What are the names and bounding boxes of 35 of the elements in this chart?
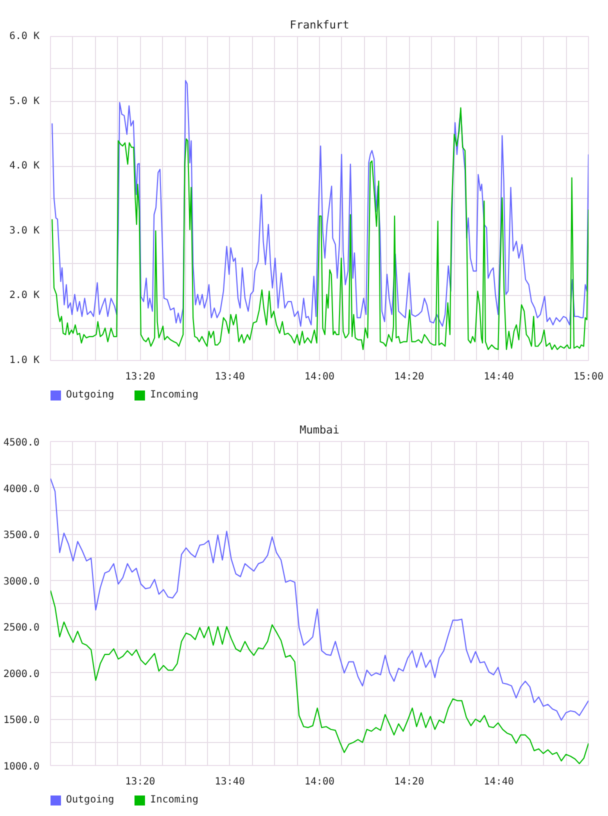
y-tick-label: 2000.0: [3, 668, 40, 680]
y-tick-label: 3500.0: [3, 530, 40, 542]
x-tick-label: 13:20: [125, 372, 156, 382]
line-series: [52, 80, 588, 327]
x-tick-label: 14:00: [304, 372, 335, 382]
y-tick-label: 4.0 K: [9, 160, 40, 172]
legend-label: Incoming: [150, 794, 198, 806]
x-tick-label: 15:00: [573, 372, 604, 382]
chart-title: Mumbai: [300, 424, 340, 436]
y-tick-label: 2500.0: [3, 622, 40, 634]
y-tick-label: 4000.0: [3, 484, 40, 495]
x-tick-label: 14:20: [394, 372, 424, 382]
x-tick-label: 14:20: [394, 776, 424, 788]
x-tick-label: 13:40: [214, 776, 245, 788]
x-tick-label: 14:00: [304, 776, 335, 788]
legend-label: Outgoing: [66, 390, 114, 400]
y-tick-label: 3.0 K: [9, 225, 40, 236]
x-tick-label: 13:40: [214, 372, 245, 382]
x-tick-label: 14:40: [484, 372, 514, 382]
y-tick-label: 1500.0: [3, 715, 40, 726]
y-tick-label: 4500.0: [3, 438, 40, 448]
legend-label: Incoming: [150, 390, 198, 400]
line-series: [52, 107, 588, 350]
y-tick-label: 3000.0: [3, 576, 40, 588]
line-series: [50, 478, 588, 721]
y-tick-label: 2.0 K: [9, 290, 40, 302]
x-tick-label: 13:20: [125, 776, 156, 788]
x-tick-label: 14:40: [484, 776, 514, 788]
y-tick-label: 5.0 K: [9, 96, 40, 107]
line-series: [50, 590, 588, 764]
legend-label: Outgoing: [66, 794, 114, 806]
y-tick-label: 1.0 K: [9, 355, 40, 366]
y-tick-label: 6.0 K: [9, 31, 40, 42]
chart-title: Frankfurt: [290, 18, 350, 32]
y-tick-label: 1000.0: [3, 762, 40, 772]
